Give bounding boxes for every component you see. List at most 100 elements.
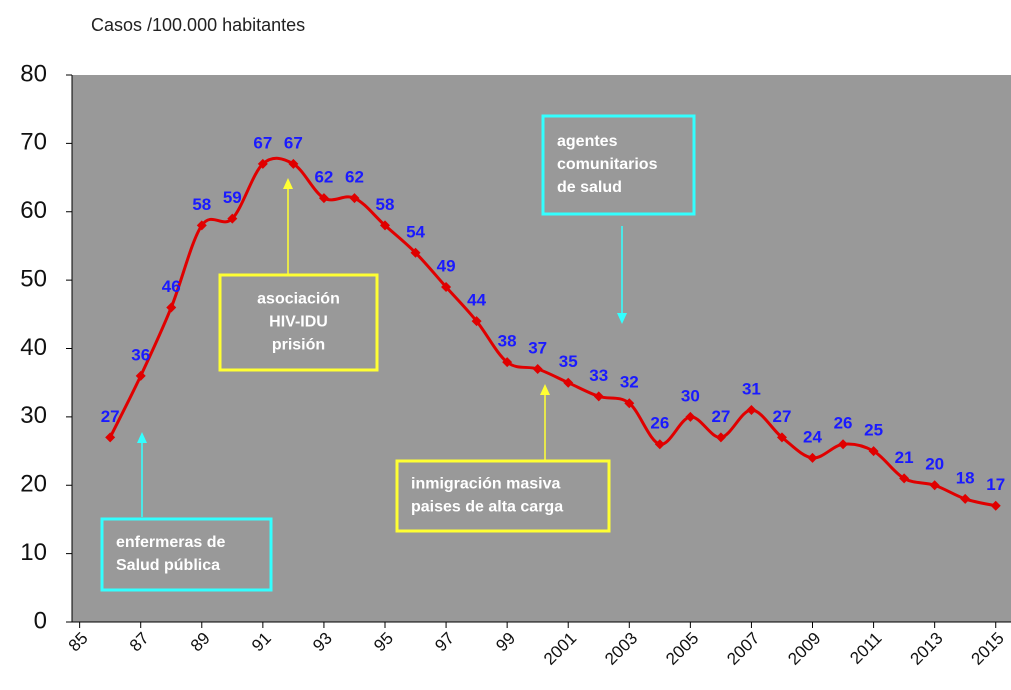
- data-label: 21: [895, 448, 914, 467]
- marker: [410, 247, 421, 258]
- data-label: 18: [956, 468, 975, 487]
- data-label: 26: [834, 414, 853, 433]
- data-label: 44: [467, 291, 486, 310]
- arrow-head: [617, 313, 627, 324]
- x-tick-label: 95: [370, 629, 397, 656]
- marker: [715, 432, 726, 443]
- y-tick-label: 50: [20, 265, 47, 292]
- y-tick-label: 70: [20, 129, 47, 156]
- x-tick-label: 85: [65, 629, 92, 656]
- data-label: 33: [589, 366, 608, 385]
- annotation: agentes comunitarios de salud: [541, 114, 696, 324]
- x-tick-label: 2015: [968, 629, 1008, 669]
- data-label: 38: [498, 332, 517, 351]
- y-tick-label: 80: [20, 60, 47, 87]
- marker: [105, 432, 116, 443]
- x-tick-label: 93: [309, 629, 336, 656]
- y-tick-label: 10: [20, 539, 47, 566]
- marker: [563, 377, 574, 388]
- marker: [349, 193, 360, 204]
- marker: [166, 302, 177, 313]
- x-tick-label: 2011: [846, 629, 885, 668]
- marker: [196, 220, 207, 231]
- annotation-text: paises de alta carga: [411, 499, 563, 516]
- marker: [227, 213, 238, 224]
- annotation-text: comunitarios: [557, 156, 658, 173]
- marker: [380, 220, 390, 231]
- data-label: 32: [620, 373, 639, 392]
- annotation-text: HIV-IDU: [269, 314, 328, 331]
- x-tick-label: 2013: [906, 629, 946, 669]
- marker: [257, 158, 268, 169]
- data-label: 27: [711, 407, 730, 426]
- marker: [441, 281, 452, 292]
- arrow-head: [137, 432, 147, 443]
- annotation-text: agentes: [557, 133, 618, 150]
- annotation-text: Salud pública: [116, 557, 220, 574]
- x-tick-label: 97: [431, 629, 458, 656]
- y-tick-label: 0: [34, 607, 47, 634]
- data-label: 17: [986, 475, 1005, 494]
- marker: [990, 500, 1001, 511]
- data-label: 36: [131, 345, 150, 364]
- y-tick-label: 20: [20, 471, 47, 498]
- annotation: inmigración masiva paises de alta carga: [395, 384, 611, 533]
- marker: [593, 391, 604, 402]
- data-label: 54: [406, 222, 425, 241]
- y-tick-label: 30: [20, 402, 47, 429]
- marker: [654, 439, 665, 450]
- chart-title: Casos /100.000 habitantes: [91, 15, 305, 35]
- annotation-text: enfermeras de: [116, 534, 225, 551]
- x-tick-label: 91: [248, 629, 275, 656]
- annotation-box: [100, 517, 273, 592]
- x-tick-label: 2005: [662, 629, 702, 669]
- marker: [929, 480, 940, 491]
- data-label: 31: [742, 380, 761, 399]
- marker: [502, 357, 513, 368]
- marker: [868, 446, 879, 457]
- y-tick-label: 60: [20, 197, 47, 224]
- annotation: asociación HIV-IDU prisión: [218, 178, 379, 372]
- data-label: 49: [437, 256, 456, 275]
- marker: [471, 316, 482, 327]
- marker: [288, 158, 299, 169]
- data-label: 58: [376, 195, 395, 214]
- data-label: 58: [192, 195, 211, 214]
- data-label: 62: [314, 168, 333, 187]
- data-label: 37: [528, 338, 547, 357]
- data-label: 67: [284, 133, 303, 152]
- arrow-head: [540, 384, 550, 395]
- marker: [624, 398, 635, 409]
- x-tick-label: 2001: [540, 629, 580, 669]
- x-tick-label: 2003: [601, 629, 641, 669]
- x-tick-label: 2009: [784, 629, 824, 669]
- marker: [532, 364, 543, 375]
- data-label: 20: [925, 455, 944, 474]
- marker: [807, 452, 818, 463]
- data-label: 27: [101, 407, 120, 426]
- annotation-box: [395, 459, 611, 533]
- marker: [135, 370, 146, 381]
- data-label: 46: [162, 277, 181, 296]
- data-label: 30: [681, 386, 700, 405]
- x-tick-label: 2007: [723, 629, 763, 669]
- annotation-box: [218, 273, 379, 372]
- data-label: 27: [773, 407, 792, 426]
- data-label: 67: [253, 133, 272, 152]
- marker: [960, 493, 971, 504]
- x-tick-label: 89: [187, 629, 214, 656]
- annotation-text: inmigración masiva: [411, 476, 560, 493]
- annotation-box: [541, 114, 696, 216]
- y-tick-label: 40: [20, 334, 47, 361]
- data-label: 59: [223, 188, 242, 207]
- marker: [838, 439, 849, 450]
- marker: [776, 432, 787, 443]
- arrow-head: [283, 178, 293, 189]
- data-label: 26: [650, 414, 669, 433]
- annotation: enfermeras de Salud pública: [100, 432, 273, 592]
- annotation-text: prisión: [272, 337, 325, 354]
- marker: [685, 411, 696, 422]
- marker: [899, 473, 910, 484]
- data-label: 24: [803, 427, 822, 446]
